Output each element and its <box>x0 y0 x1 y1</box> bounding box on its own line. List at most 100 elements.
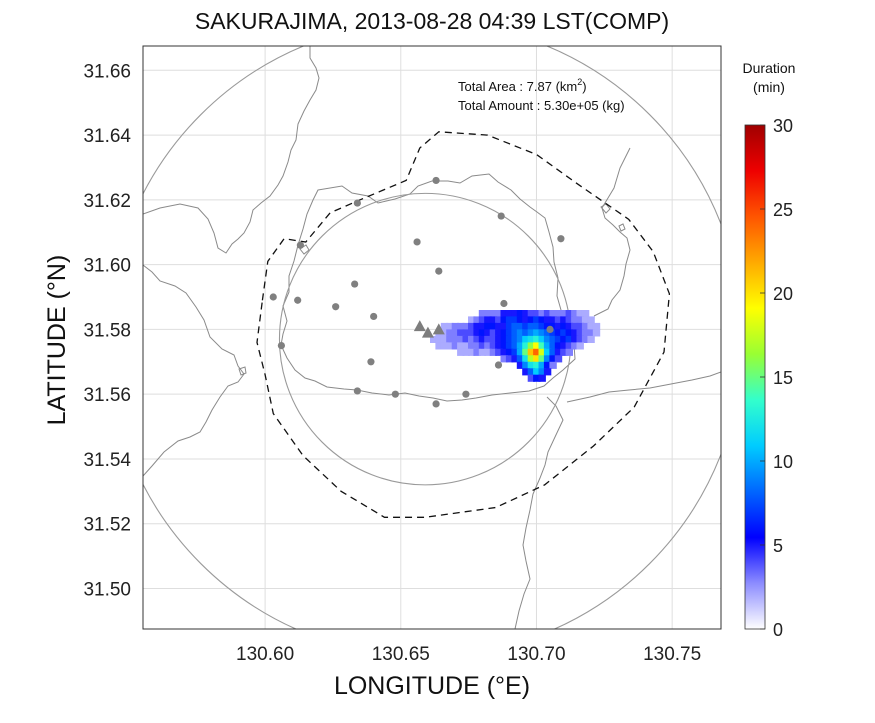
ash-cell <box>549 316 557 324</box>
island-small-2 <box>618 223 626 232</box>
station-dot <box>269 293 277 301</box>
ash-cell <box>543 322 552 330</box>
ash-cell <box>495 310 503 318</box>
ash-cell <box>516 316 525 324</box>
x-tick-labels: 130.60 130.65 130.70 130.75 <box>236 644 701 665</box>
ash-cell <box>446 322 454 330</box>
ash-cell <box>500 329 508 337</box>
ash-cell <box>527 348 536 356</box>
total-area-superscript: 2 <box>577 77 582 87</box>
ash-cell <box>505 329 514 337</box>
ash-cell <box>527 310 536 318</box>
ash-cell <box>554 348 563 356</box>
y-tick-label: 31.64 <box>83 126 131 147</box>
ash-cell <box>489 316 498 324</box>
y-axis-label: LATITUDE (°N) <box>43 255 71 426</box>
plot-border <box>142 45 722 630</box>
ash-cell <box>440 335 449 343</box>
ash-cell <box>495 316 503 324</box>
colorbar-tick-label: 30 <box>773 116 793 136</box>
ash-cell <box>533 361 541 369</box>
station-dot <box>391 390 399 398</box>
ash-cell <box>522 348 530 356</box>
ash-cell <box>500 342 508 350</box>
chart-title: SAKURAJIMA, 2013-08-28 04:39 LST(COMP) <box>195 8 669 34</box>
ash-cell <box>554 322 563 330</box>
ash-cell <box>571 342 579 350</box>
ash-cell <box>516 361 525 369</box>
ash-cell <box>533 316 541 324</box>
ash-cell <box>565 329 573 337</box>
ash-cell <box>462 348 470 356</box>
ash-cell <box>516 310 525 318</box>
ash-cell <box>440 329 449 337</box>
ash-cell <box>457 342 465 350</box>
ash-cell <box>468 329 476 337</box>
ash-cell <box>581 310 590 318</box>
ash-cell <box>538 374 546 382</box>
ash-cell <box>495 322 503 330</box>
ash-cell <box>543 361 552 369</box>
station-dot <box>432 400 440 408</box>
y-tick-label: 31.54 <box>83 450 131 471</box>
ash-cell <box>522 342 530 350</box>
ash-cell <box>587 329 595 337</box>
ash-cell <box>543 310 552 318</box>
station-dot <box>296 241 304 249</box>
colorbar-title-line1: Duration <box>743 60 796 76</box>
ash-cell <box>489 335 498 343</box>
ash-cell <box>478 316 487 324</box>
ash-cell <box>446 342 454 350</box>
ash-cell <box>571 329 579 337</box>
ash-duration-cells <box>430 310 601 382</box>
ash-cell <box>565 342 573 350</box>
ash-cell <box>549 348 557 356</box>
ash-cell <box>543 316 552 324</box>
ash-cell <box>527 361 536 369</box>
ash-cell <box>457 322 465 330</box>
ash-cell <box>484 329 492 337</box>
total-area-annotation: Total Area : 7.87 (km2) <box>458 77 587 94</box>
ash-cell <box>457 335 465 343</box>
ash-cell <box>478 335 487 343</box>
ash-cell <box>527 368 536 376</box>
ash-cell <box>587 322 595 330</box>
ash-cell <box>592 322 601 330</box>
colorbar-tick-label: 20 <box>773 284 793 304</box>
ash-cell <box>527 335 536 343</box>
ash-cell <box>581 329 590 337</box>
ash-cell <box>549 355 557 363</box>
kagoshima-coastline-north <box>143 46 320 254</box>
ash-cell <box>533 322 541 330</box>
ash-cell <box>489 310 498 318</box>
ash-cell <box>505 348 514 356</box>
station-dot <box>332 303 340 311</box>
ash-cell <box>522 335 530 343</box>
ash-cell <box>538 322 546 330</box>
ash-cell <box>581 335 590 343</box>
ash-cell <box>484 322 492 330</box>
ash-cell <box>571 322 579 330</box>
y-tick-labels: 31.50 31.52 31.54 31.56 31.58 31.60 31.62 31.64… <box>83 61 131 600</box>
osumi-coastline-east <box>566 371 721 403</box>
ash-cell <box>522 310 530 318</box>
ash-cell <box>435 342 443 350</box>
ash-cell <box>478 329 487 337</box>
ash-cell <box>554 329 563 337</box>
ash-cell <box>543 355 552 363</box>
ash-cell <box>484 335 492 343</box>
ash-cell <box>538 355 546 363</box>
total-area-close: ) <box>582 79 586 94</box>
ash-cell <box>533 335 541 343</box>
colorbar-tick-label: 0 <box>773 620 783 640</box>
ash-cell <box>560 348 568 356</box>
ash-cell <box>571 335 579 343</box>
station-dot <box>353 199 361 207</box>
ash-cell <box>516 342 525 350</box>
colorbar-ticks: 0 5 10 15 20 25 30 <box>760 116 793 640</box>
ash-cell <box>516 335 525 343</box>
ash-cell <box>527 342 536 350</box>
y-tick-label: 31.60 <box>83 256 131 277</box>
ash-cell <box>435 335 443 343</box>
coastline <box>143 46 721 629</box>
